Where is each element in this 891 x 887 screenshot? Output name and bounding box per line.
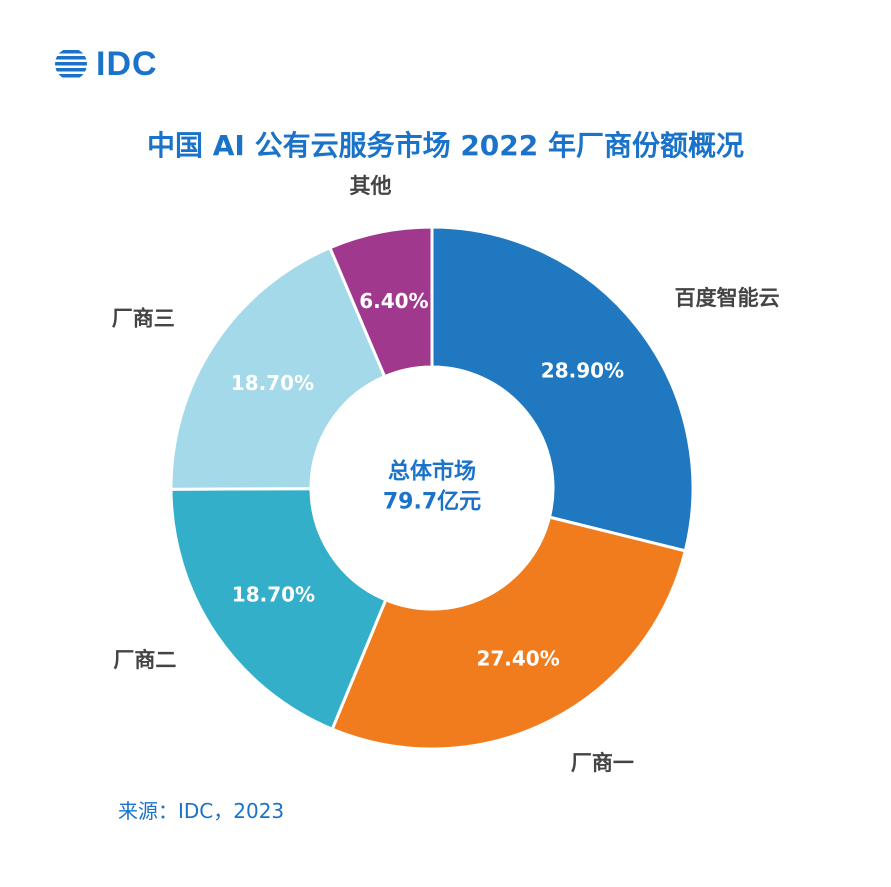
slice-value-label: 28.90% bbox=[541, 358, 624, 382]
slice-category-label: 百度智能云 bbox=[675, 286, 780, 310]
slice-4 bbox=[169, 245, 387, 491]
slice-value-label: 18.70% bbox=[231, 371, 314, 395]
chart-title: 中国 AI 公有云服务市场 2022 年厂商份额概况 bbox=[146, 129, 744, 162]
idc-logo-text: IDC bbox=[96, 45, 158, 83]
source-note: 来源：IDC，2023 bbox=[118, 799, 285, 823]
slice-5 bbox=[327, 225, 434, 379]
slice-category-label: 其他 bbox=[350, 174, 392, 198]
slice-value-label: 18.70% bbox=[232, 583, 315, 607]
center-title: 总体市场 bbox=[388, 459, 476, 485]
slice-category-label: 厂商一 bbox=[571, 751, 634, 775]
slice-2 bbox=[330, 515, 688, 751]
slice-category-label: 厂商二 bbox=[113, 648, 176, 672]
slice-3 bbox=[169, 487, 388, 732]
slice-category-label: 厂商三 bbox=[112, 307, 175, 331]
idc-logo: IDC bbox=[54, 42, 158, 86]
slice-value-label: 27.40% bbox=[476, 646, 559, 670]
slice-value-label: 6.40% bbox=[359, 289, 428, 313]
idc-globe-icon bbox=[55, 50, 87, 78]
center-total-value: 79.7亿元 bbox=[383, 490, 481, 515]
slice-1 bbox=[430, 225, 695, 553]
